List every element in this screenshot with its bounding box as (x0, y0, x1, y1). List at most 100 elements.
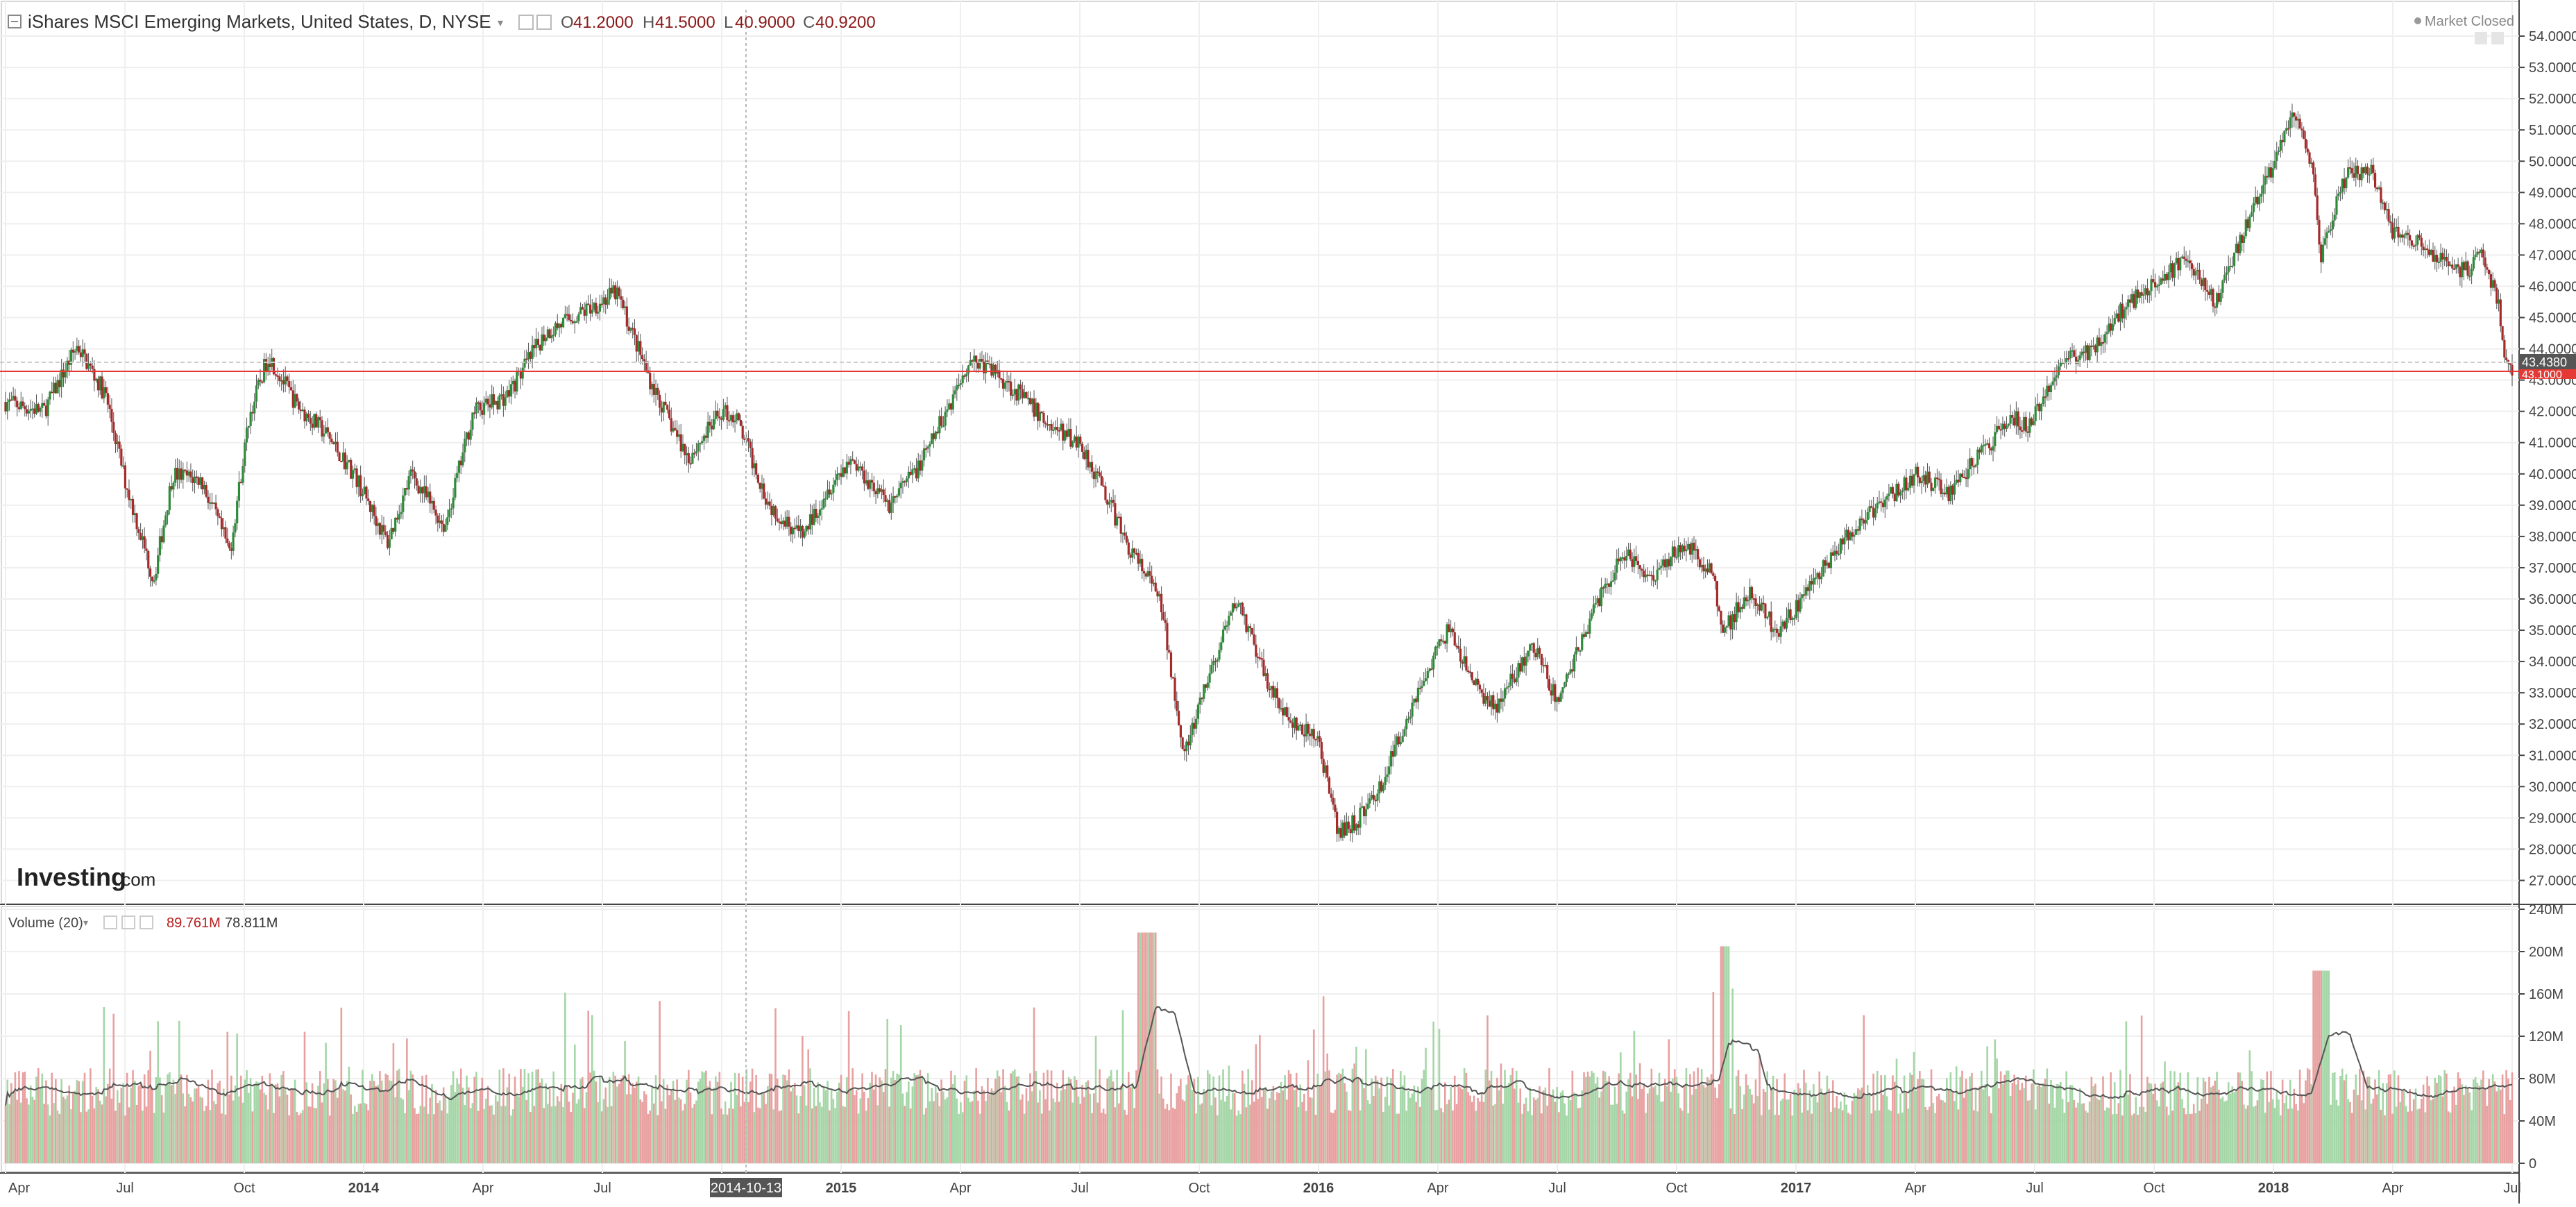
candle-body (1540, 653, 1543, 666)
volume-bar (1699, 1085, 1701, 1163)
candle-body (2092, 345, 2095, 347)
candle-body (1988, 443, 1991, 448)
volume-bar (1380, 1077, 1382, 1163)
candle-body (1125, 535, 1128, 543)
price-axis[interactable]: 54.000053.000052.000051.000050.000049.00… (2519, 29, 2576, 888)
volume-chevron-icon[interactable]: ▾ (83, 917, 88, 928)
volume-bar (2212, 1086, 2214, 1163)
volume-bar (1695, 1088, 1697, 1163)
candle-body (884, 495, 887, 502)
candle-body (1119, 516, 1122, 534)
candle-body (1467, 670, 1470, 673)
volume-label[interactable]: Volume (20) (8, 915, 83, 931)
volume-bar (469, 1108, 472, 1163)
candle-body (1629, 549, 1632, 559)
candle-body (1124, 532, 1126, 536)
candle-body (554, 323, 557, 335)
volume-bar (1878, 1110, 1881, 1163)
candle-body (2105, 332, 2108, 335)
scale-icon[interactable] (2475, 32, 2487, 44)
settings-icon[interactable] (536, 15, 552, 30)
volume-bar (1015, 1077, 1018, 1163)
collapse-icon[interactable] (8, 15, 22, 28)
volume-bar (2507, 1079, 2509, 1163)
volume-bar (838, 1082, 840, 1163)
symbol-title[interactable]: iShares MSCI Emerging Markets, United St… (28, 11, 491, 32)
candle-body (1696, 549, 1700, 559)
time-tick-label: Apr (949, 1181, 971, 1196)
volume-series (4, 932, 2514, 1163)
volume-bar (2171, 1111, 2174, 1163)
volume-bar (1793, 1090, 1795, 1163)
candle-body (1812, 578, 1815, 585)
candle-body (1793, 618, 1796, 620)
volume-bar (1998, 1088, 2000, 1163)
candle-body (1554, 684, 1557, 702)
volume-settings-icon[interactable] (121, 915, 135, 929)
volume-bar (2028, 1100, 2031, 1163)
volume-bar (1938, 1093, 1940, 1163)
candle-body (71, 349, 74, 353)
candle-body (437, 515, 439, 523)
volume-bar (2486, 1106, 2489, 1163)
candle-body (1899, 491, 1902, 496)
eye-icon[interactable] (518, 15, 534, 30)
volume-bar (2451, 1090, 2454, 1163)
candle-body (377, 523, 380, 526)
candle-body (2117, 313, 2120, 322)
volume-bar (1951, 1092, 1954, 1163)
candle-body (1228, 616, 1230, 625)
candle-body (99, 376, 101, 391)
volume-bar (1180, 1079, 1182, 1163)
volume-bar (2438, 1075, 2440, 1163)
candle-body (1181, 737, 1184, 749)
candle-body (31, 408, 34, 410)
volume-bar (718, 1072, 721, 1163)
volume-bar (1344, 1083, 1346, 1163)
candle-body (768, 501, 771, 506)
volume-bar (2160, 1083, 2162, 1163)
volume-bar (599, 1077, 601, 1163)
volume-bar (713, 1088, 715, 1163)
candle-body (1359, 807, 1362, 828)
maximize-icon[interactable] (2491, 32, 2504, 44)
volume-bar (1365, 1049, 1367, 1163)
volume-bar (1561, 1090, 1564, 1163)
volume-bar (97, 1089, 99, 1163)
volume-bar (1847, 1113, 1849, 1163)
volume-bar (570, 1111, 573, 1163)
candle-body (1299, 725, 1302, 727)
volume-bar (441, 1110, 443, 1163)
candle-body (2148, 291, 2151, 296)
candle-body (1361, 806, 1364, 808)
chevron-down-icon[interactable]: ▾ (498, 17, 503, 29)
volume-legend: Volume (20) ▾ 89.761M 78.811M (8, 915, 278, 931)
volume-bar (1347, 1110, 1350, 1163)
candle-body (1573, 655, 1576, 672)
time-axis[interactable]: Apr Jul Oct 2014 Apr Jul 2015 Apr Jul Oct 2016 Apr J… (8, 1181, 2521, 1196)
volume-eye-icon[interactable] (103, 915, 117, 929)
candle-body (1351, 815, 1354, 834)
volume-close-icon[interactable] (139, 915, 153, 929)
volume-bar (2391, 1113, 2393, 1163)
volume-bar (19, 1102, 22, 1163)
candle-body (1609, 581, 1613, 587)
volume-bar (1772, 1075, 1774, 1163)
candle-body (2217, 293, 2220, 302)
candle-body (439, 520, 441, 523)
volume-bar (1679, 1108, 1681, 1163)
candle-body (992, 364, 995, 376)
candle-body (1733, 614, 1736, 623)
volume-bar (255, 1081, 257, 1163)
volume-bar (1432, 1021, 1434, 1163)
volume-bar (31, 1097, 34, 1163)
candle-body (2412, 245, 2415, 247)
candle-body (373, 505, 375, 516)
volume-bar (2343, 1080, 2346, 1163)
candle-body (1492, 695, 1495, 709)
volume-bar (1600, 1091, 1602, 1163)
volume-bar (22, 1072, 24, 1163)
volume-bar (998, 1076, 1001, 1163)
